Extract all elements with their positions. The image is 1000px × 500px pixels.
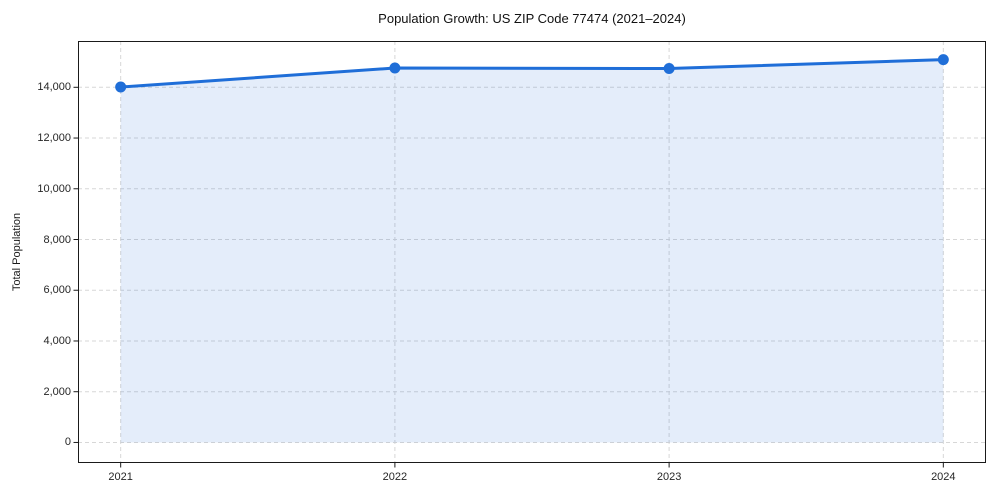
x-tick-label: 2024: [931, 471, 956, 483]
chart-title: Population Growth: US ZIP Code 77474 (20…: [378, 11, 686, 26]
y-tick-label: 10,000: [37, 182, 71, 195]
gridlines: [78, 41, 986, 463]
area-fill: [120, 59, 944, 443]
x-tick-label: 2021: [108, 471, 133, 483]
data-line: [119, 58, 945, 89]
x-tick-label: 2023: [656, 471, 682, 483]
data-point-2023: [663, 63, 675, 75]
series-line: [119, 58, 945, 89]
y-tick-label: 4,000: [43, 334, 71, 347]
y-tick-label: 2,000: [43, 385, 71, 398]
y-tick-label: 8,000: [43, 233, 71, 246]
y-tick-label: 12,000: [37, 132, 71, 145]
data-points: [115, 54, 949, 93]
x-tick-label: 2022: [382, 471, 408, 483]
data-point-2022: [389, 62, 401, 74]
y-tick-label: 14,000: [37, 81, 71, 94]
series-area-fill: [120, 59, 944, 443]
data-point-2021: [115, 81, 127, 93]
plot-area: [73, 41, 986, 468]
y-tick-label: 6,000: [43, 284, 71, 297]
y-tick-label: 0: [64, 436, 71, 449]
plot-border: [78, 41, 986, 463]
axis-tick-marks: [73, 86, 944, 468]
data-point-2024: [937, 54, 949, 66]
y-axis-label: Total Population: [11, 212, 23, 292]
